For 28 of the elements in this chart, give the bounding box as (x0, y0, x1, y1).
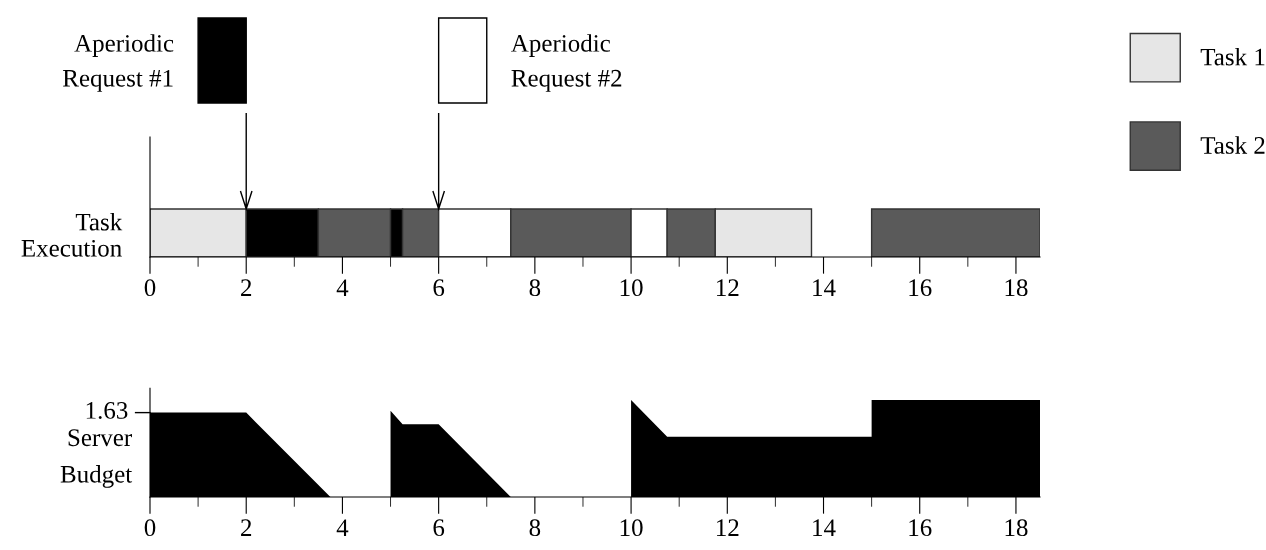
x-tick-label: 18 (1005, 519, 1028, 537)
bar (870, 208, 1040, 257)
x-tick-label: 8 (529, 279, 541, 297)
x-tick-label: 10 (620, 519, 643, 537)
x-tick-label: 14 (813, 279, 836, 296)
x-tick-label: 0 (144, 519, 156, 537)
x-tick-label: 12 (717, 519, 739, 536)
x-tick-label: 4 (336, 519, 349, 536)
x-tick-label: 10 (620, 279, 643, 297)
legend-label: Task 1 (1200, 47, 1265, 66)
y-axis-title: Server Budget (60, 429, 133, 488)
x-tick-label: 8 (529, 519, 541, 537)
x-tick-label: 2 (241, 279, 252, 296)
x-tick-label: 6 (433, 519, 445, 537)
y-tick-label: Task Execution (21, 212, 123, 257)
x-tick-label: 4 (336, 279, 349, 296)
legend-label: Task 2 (1200, 136, 1265, 154)
x-tick-label: 16 (909, 279, 932, 297)
text: Aperiodic Request #1 (62, 34, 174, 92)
x-tick-label: 2 (241, 519, 252, 536)
x-tick-label: 6 (433, 279, 445, 297)
text: Aperiodic Request #2 (511, 34, 622, 92)
x-tick-label: 12 (717, 279, 739, 296)
x-tick-label: 14 (813, 519, 836, 536)
x-tick-label: 16 (909, 519, 932, 537)
text: 1.63 (86, 402, 128, 419)
x-tick-label: 18 (1005, 279, 1028, 297)
x-tick-label: 0 (144, 279, 156, 297)
